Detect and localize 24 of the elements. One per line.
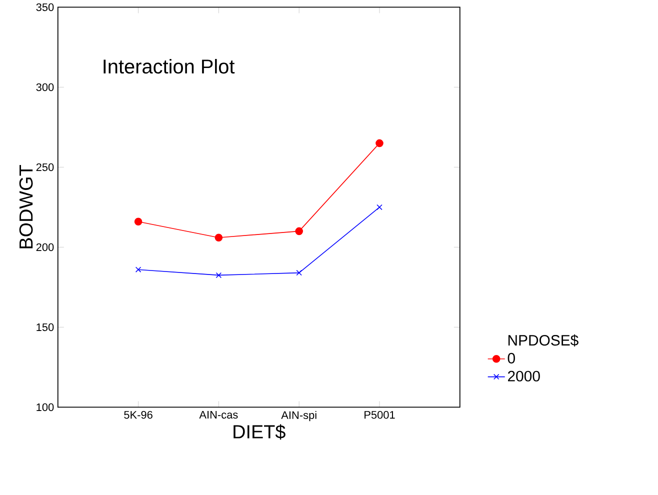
point — [295, 227, 303, 236]
point — [216, 272, 222, 278]
y-axis-title: BODWGT — [19, 164, 33, 248]
point — [214, 234, 223, 242]
point — [296, 270, 302, 276]
x-tick-label: 5K-96 — [124, 410, 152, 419]
y-tick-label: 200 — [36, 243, 54, 251]
y-tick-label: 350 — [36, 3, 54, 11]
y-tick-label: 150 — [36, 323, 54, 331]
point — [376, 204, 382, 210]
y-tick-label: 300 — [36, 83, 54, 91]
text: Interaction Plot — [104, 58, 235, 74]
y-tick-label: 100 — [36, 403, 54, 411]
y-tick-label: 250 — [36, 163, 54, 171]
legend-label: 0 — [508, 352, 515, 364]
point — [376, 139, 384, 148]
legend-title: NPDOSE$ — [508, 334, 578, 346]
x-axis-title: DIET$ — [234, 424, 286, 440]
x-tick-label: AIN-spi — [281, 410, 316, 422]
point — [135, 266, 142, 272]
point — [134, 218, 142, 226]
x-tick-label: AIN-cas — [199, 410, 238, 419]
legend-label: 2000 — [508, 370, 540, 382]
x-tick-label: P5001 — [364, 410, 395, 419]
